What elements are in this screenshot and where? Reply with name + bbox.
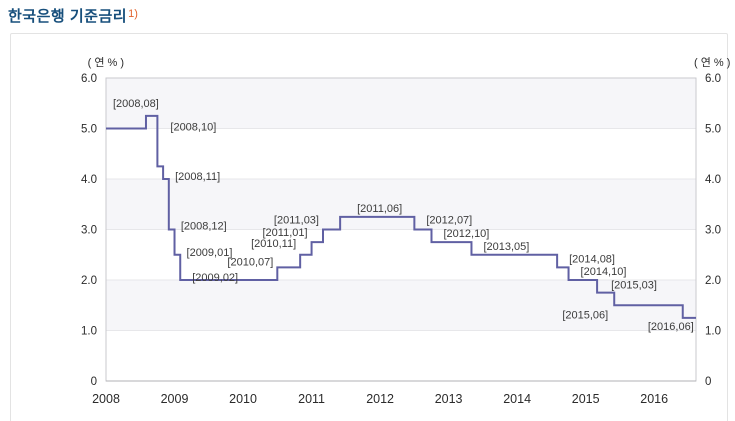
rate-change-label: [2008,08] — [113, 98, 159, 110]
y-tick-label-left: 1.0 — [81, 326, 97, 338]
x-tick-label: 2011 — [298, 392, 325, 406]
rate-change-label: [2008,11] — [175, 171, 220, 183]
rate-change-label: [2013,05] — [483, 241, 529, 253]
y-tick-label-left: 5.0 — [81, 124, 97, 136]
rate-change-label: [2010,11] — [251, 238, 296, 250]
x-tick-label: 2016 — [640, 392, 668, 406]
x-tick-label: 2014 — [503, 392, 531, 406]
rate-change-label: [2012,10] — [443, 228, 489, 240]
band-shade — [106, 179, 696, 230]
y-tick-label-right: 1.0 — [705, 326, 721, 338]
rate-change-label: [2008,10] — [170, 121, 216, 133]
y-tick-label-left: 4.0 — [81, 174, 97, 186]
x-tick-label: 2008 — [92, 392, 120, 406]
x-tick-label: 2012 — [366, 392, 394, 406]
rate-change-label: [2009,01] — [187, 247, 233, 259]
y-tick-label-left: 2.0 — [81, 275, 97, 287]
rate-change-label: [2011,06] — [357, 203, 402, 215]
rate-step-line — [106, 114, 696, 319]
x-tick-label: 2010 — [229, 392, 257, 406]
rate-change-label: [2009,02] — [192, 272, 238, 284]
rate-change-label: [2010,07] — [227, 256, 273, 268]
rate-change-label: [2011,03] — [274, 215, 319, 227]
band-shade — [106, 280, 696, 331]
rate-change-label: [2015,03] — [611, 280, 657, 292]
y-tick-label-right: 2.0 — [705, 275, 721, 287]
y-tick-label-left: 3.0 — [81, 225, 97, 237]
y-tick-label-left: 6.0 — [81, 73, 97, 85]
rate-change-label: [2014,08] — [569, 253, 615, 265]
y-axis-unit-left: ( 연 % ) — [88, 56, 124, 69]
y-tick-label-left: 0 — [91, 376, 97, 388]
y-tick-label-right: 4.0 — [705, 174, 721, 186]
y-tick-label-right: 5.0 — [705, 124, 721, 136]
y-tick-label-right: 3.0 — [705, 225, 721, 237]
rate-change-label: [2008,12] — [181, 221, 227, 233]
chart-title: 한국은행 기준금리 — [8, 8, 128, 25]
rate-change-label: [2016,06] — [648, 321, 694, 333]
page-title: 한국은행 기준금리1) — [8, 5, 138, 26]
y-tick-label-right: 6.0 — [705, 73, 721, 85]
y-tick-label-right: 0 — [705, 376, 711, 388]
x-tick-label: 2015 — [572, 392, 600, 406]
rate-change-label: [2011,01] — [263, 227, 308, 239]
band-shade — [106, 78, 696, 129]
footnote-marker: 1) — [128, 8, 138, 20]
x-tick-label: 2009 — [161, 392, 189, 406]
y-axis-unit-right: ( 연 % ) — [694, 56, 730, 69]
x-tick-label: 2013 — [435, 392, 463, 406]
rate-change-label: [2015,06] — [562, 309, 608, 321]
rate-change-label: [2012,07] — [426, 215, 472, 227]
rate-change-label: [2014,10] — [581, 266, 627, 278]
